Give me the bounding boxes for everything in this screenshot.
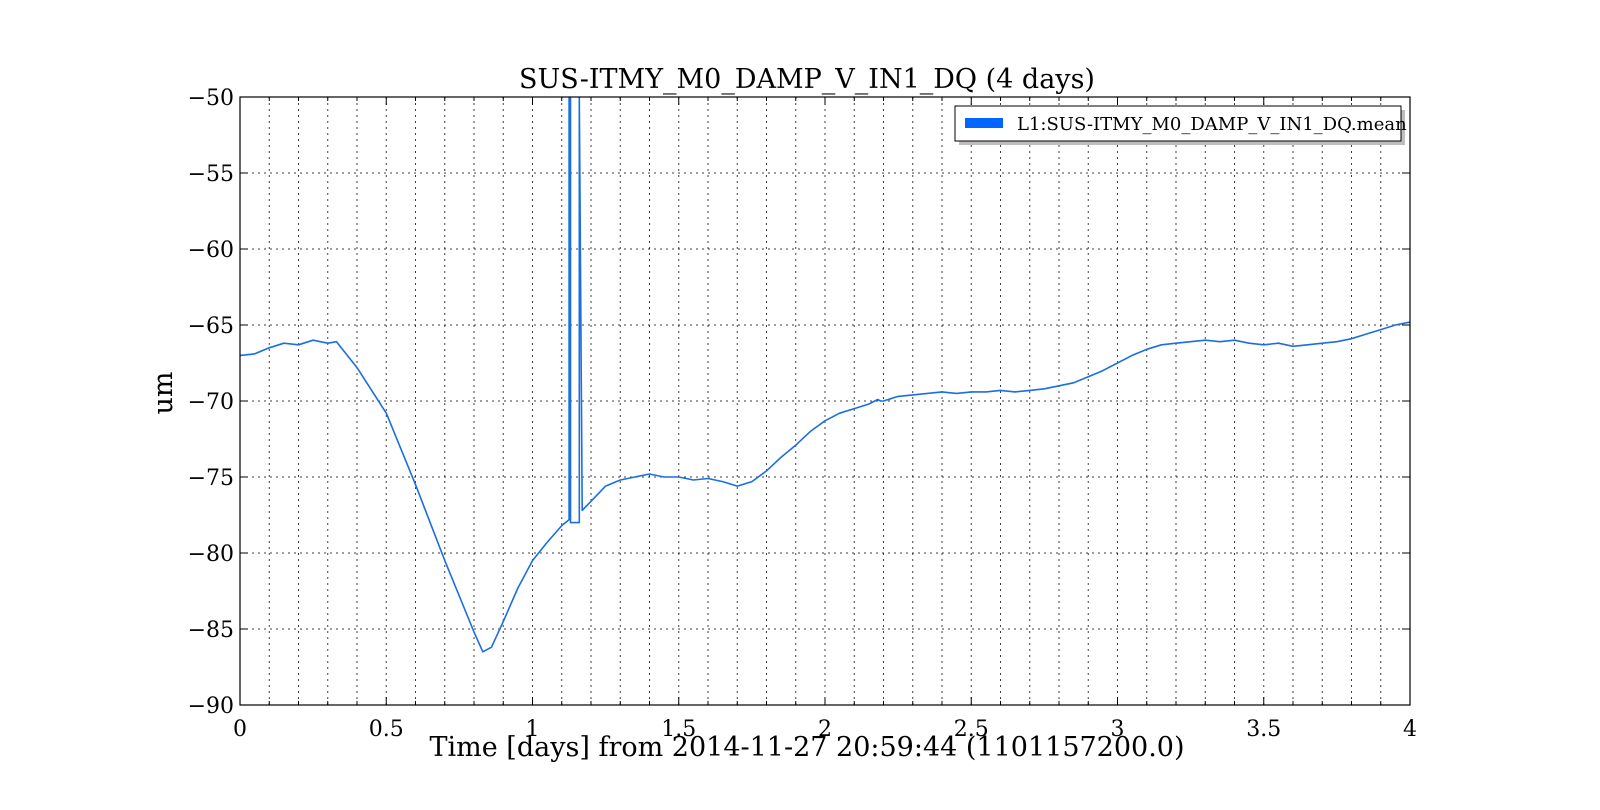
legend-box	[954, 105, 1402, 142]
x-tick-label: 1.5	[661, 717, 696, 742]
legend: L1:SUS-ITMY_M0_DAMP_V_IN1_DQ.mean	[954, 105, 1407, 145]
y-tick-label: −70	[188, 390, 234, 415]
x-tick-label: 0.5	[369, 717, 404, 742]
legend-label: L1:SUS-ITMY_M0_DAMP_V_IN1_DQ.mean	[1017, 114, 1407, 135]
y-tick-label: −50	[188, 86, 234, 111]
series-layer	[240, 97, 1410, 653]
x-tick-label: 4	[1403, 717, 1417, 742]
x-tick-label: 3.5	[1246, 717, 1281, 742]
legend-swatch	[965, 118, 1003, 128]
grid	[240, 97, 1410, 705]
y-tick-label: −80	[188, 542, 234, 567]
x-tick-label: 3	[1111, 717, 1125, 742]
y-tick-label: −75	[188, 466, 234, 491]
y-tick-label: −55	[188, 162, 234, 187]
x-tick-label: 2.5	[954, 717, 989, 742]
y-tick-label: −85	[188, 618, 234, 643]
x-tick-label: 0	[233, 717, 247, 742]
x-tick-label: 2	[818, 717, 832, 742]
x-tick-label: 1	[526, 717, 540, 742]
x-axis-label: Time [days] from 2014-11-27 20:59:44 (11…	[430, 732, 1185, 763]
x-tick-labels: 0 0.5 1 1.5 2 2.5 3 3.5 4	[233, 717, 1417, 742]
y-axis-label: um	[148, 372, 179, 415]
series-line	[240, 97, 1410, 653]
y-tick-label: −65	[188, 314, 234, 339]
y-tick-labels: −90 −85 −80 −75 −70 −65 −60 −55 −50	[188, 86, 234, 719]
y-tick-label: −90	[188, 694, 234, 719]
y-tick-label: −60	[188, 238, 234, 263]
chart-title: SUS-ITMY_M0_DAMP_V_IN1_DQ (4 days)	[519, 64, 1095, 95]
plot-frame	[239, 96, 1411, 706]
